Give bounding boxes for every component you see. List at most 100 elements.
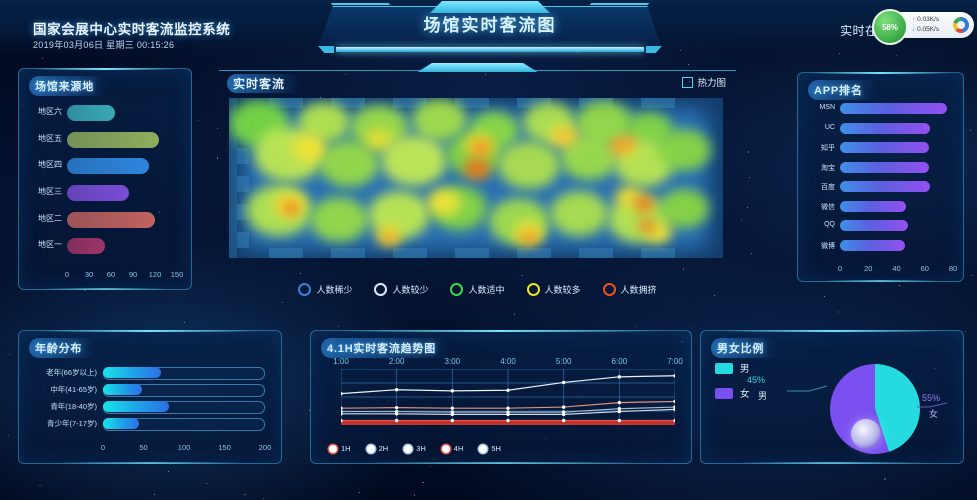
network-speed-widget[interactable]: 58% ↑ 0.03K/s ↓ 0.05K/s: [876, 12, 974, 38]
table-row[interactable]: 微信: [840, 201, 953, 212]
bar-fill: [67, 105, 115, 121]
axis-tick: 1:00: [333, 357, 349, 366]
legend-item[interactable]: 男: [715, 361, 750, 375]
download-rate: 0.05K/s: [917, 26, 939, 33]
heatmap-canvas[interactable]: [229, 98, 723, 258]
bar-fill: [103, 418, 139, 429]
age-distribution-title: 年龄分布: [29, 338, 96, 358]
legend-label: 女: [740, 386, 750, 400]
male-percent-label: 45%: [747, 375, 765, 385]
legend-label: 5H: [491, 444, 501, 453]
bar-fill: [840, 181, 930, 192]
legend-dot-icon: [329, 445, 337, 453]
system-title: 国家会展中心实时客流监控系统: [33, 18, 230, 38]
bar-fill: [67, 158, 149, 174]
axis-tick: 120: [149, 270, 162, 279]
table-row[interactable]: 青年(18-40岁): [103, 401, 265, 412]
table-row[interactable]: 地区三: [67, 185, 177, 201]
table-row[interactable]: 地区五: [67, 132, 177, 148]
legend-label: 4H: [454, 444, 464, 453]
female-percent-label: 55%: [922, 393, 940, 403]
bar-label: 地区一: [38, 239, 62, 250]
axis-tick: 90: [129, 270, 137, 279]
legend-item[interactable]: 4H: [442, 444, 464, 453]
legend-item[interactable]: 女: [715, 386, 750, 400]
table-row[interactable]: 百度: [840, 181, 953, 192]
legend-item[interactable]: 3H: [404, 444, 426, 453]
table-row[interactable]: 中年(41-65岁): [103, 384, 265, 395]
gender-ratio-panel: 男女比例 男女 45% 男 55% 女: [700, 330, 964, 464]
age-distribution-axis: 0 50 100 150 200: [103, 443, 265, 453]
legend-item[interactable]: 2H: [367, 444, 389, 453]
axis-tick: 60: [107, 270, 115, 279]
heatmap-header-notch: [418, 63, 538, 72]
heatmap-toggle-label: 热力图: [697, 75, 726, 89]
legend-dot-icon: [450, 283, 463, 296]
bar-label: 中年(41-65岁): [50, 384, 97, 395]
heatmap-toggle[interactable]: 热力图: [682, 75, 726, 89]
trend-x-axis: 1:00 2:00 3:00 4:00 5:00 6:00 7:00: [341, 357, 675, 367]
bar-fill: [840, 201, 906, 212]
bar-label: 知乎: [821, 143, 835, 153]
cpu-usage-gauge[interactable]: 58%: [872, 9, 908, 45]
trend-chart-title: 4.1H实时客流趋势图: [321, 338, 450, 358]
axis-tick: 30: [85, 270, 93, 279]
bar-label: 地区五: [38, 133, 62, 144]
table-row[interactable]: 淘宝: [840, 162, 953, 173]
legend-item[interactable]: 人数稀少: [298, 283, 352, 296]
bar-fill: [103, 401, 169, 412]
legend-swatch: [715, 388, 733, 399]
table-row[interactable]: UC: [840, 123, 953, 134]
header-datetime: 2019年03月06日 星期三 00:15:26: [33, 38, 174, 51]
download-arrow-icon: ↓: [912, 26, 915, 33]
table-row[interactable]: 地区四: [67, 158, 177, 174]
dashboard-root: 国家会展中心实时客流监控系统 2019年03月06日 星期三 00:15:26 …: [0, 0, 977, 500]
bar-label: 地区二: [38, 213, 62, 224]
axis-tick: 3:00: [445, 357, 461, 366]
bar-fill: [840, 103, 947, 114]
network-rates: ↑ 0.03K/s ↓ 0.05K/s: [912, 15, 939, 35]
gender-ratio-title: 男女比例: [711, 338, 778, 358]
table-row[interactable]: 地区一: [67, 238, 177, 254]
axis-tick: 2:00: [389, 357, 405, 366]
trend-chart-plot[interactable]: [341, 369, 675, 425]
legend-label: 男: [740, 361, 750, 375]
legend-dot-icon: [404, 445, 412, 453]
underbar-cap-right: [646, 46, 662, 53]
bar-label: 青少年(7-17岁): [47, 418, 97, 429]
legend-item[interactable]: 人数适中: [450, 283, 504, 296]
trend-chart-panel: 4.1H实时客流趋势图 1:00 2:00 3:00 4:00 5:00 6:00 7:00…: [310, 330, 692, 464]
table-row[interactable]: MSN: [840, 103, 953, 114]
table-row[interactable]: 老年(66岁以上): [103, 367, 265, 378]
table-row[interactable]: 微博: [840, 240, 953, 251]
axis-tick: 0: [838, 264, 842, 273]
table-row[interactable]: 地区六: [67, 105, 177, 121]
header-underbar: [318, 46, 662, 53]
bar-fill: [840, 142, 929, 153]
table-row[interactable]: QQ: [840, 220, 953, 231]
legend-dot-icon: [367, 445, 375, 453]
legend-label: 人数稀少: [316, 283, 352, 296]
bar-fill: [67, 132, 159, 148]
legend-item[interactable]: 人数较多: [527, 283, 581, 296]
legend-dot-icon: [479, 445, 487, 453]
venue-source-axis: 0 30 60 90 120 150: [67, 270, 177, 280]
axis-tick: 150: [218, 443, 231, 452]
legend-item[interactable]: 1H: [329, 444, 351, 453]
legend-item[interactable]: 人数拥挤: [603, 283, 657, 296]
bar-fill: [840, 162, 929, 173]
legend-dot-icon: [374, 283, 387, 296]
legend-label: 2H: [379, 444, 389, 453]
app-ranking-title: APP排名: [808, 80, 877, 100]
browser-icon[interactable]: [953, 17, 969, 33]
legend-item[interactable]: 人数较少: [374, 283, 428, 296]
table-row[interactable]: 知乎: [840, 142, 953, 153]
checkbox-icon[interactable]: [682, 77, 693, 88]
table-row[interactable]: 地区二: [67, 212, 177, 228]
venue-source-panel: 场馆来源地 地区六 地区五 地区四 地区三 地区二 地区一 0 30 60 90 120 150: [18, 68, 192, 290]
axis-tick: 200: [259, 443, 272, 452]
table-row[interactable]: 青少年(7-17岁): [103, 418, 265, 429]
page-title: 场馆实时客流图: [305, 11, 675, 36]
legend-item[interactable]: 5H: [479, 444, 501, 453]
legend-label: 1H: [341, 444, 351, 453]
